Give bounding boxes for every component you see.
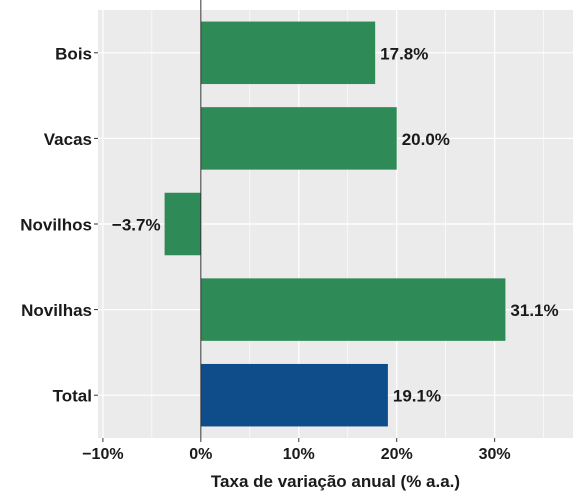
x-tick-label: −10% <box>82 446 123 463</box>
y-tick-label: Total <box>53 387 92 406</box>
data-label: 20.0% <box>402 130 450 149</box>
x-axis-title: Taxa de variação anual (% a.a.) <box>211 472 460 491</box>
data-labels: 17.8% 20.0% −3.7% 31.1% 19.1% <box>112 44 559 405</box>
x-tick-label: 20% <box>381 446 413 463</box>
y-tick-label: Vacas <box>44 130 92 149</box>
x-axis: −10% 0% 10% 20% 30% <box>82 438 511 463</box>
data-label: −3.7% <box>112 216 161 235</box>
bar-vacas <box>200 107 397 170</box>
bar-novilhos <box>164 192 201 256</box>
y-tick-label: Bois <box>55 44 92 63</box>
data-label: 31.1% <box>510 301 558 320</box>
data-label: 19.1% <box>393 387 441 406</box>
y-axis: Bois Vacas Novilhos Novilhas Total <box>20 44 98 406</box>
x-tick-label: 30% <box>479 446 511 463</box>
y-tick-label: Novilhas <box>21 301 92 320</box>
bar-novilhas <box>200 278 506 341</box>
x-tick-label: 10% <box>283 446 315 463</box>
y-tick-label: Novilhos <box>20 216 92 235</box>
bars <box>164 21 506 427</box>
x-tick-label: 0% <box>189 446 212 463</box>
data-label: 17.8% <box>380 44 428 63</box>
bar-bois <box>200 21 376 85</box>
bar-total <box>200 363 388 427</box>
